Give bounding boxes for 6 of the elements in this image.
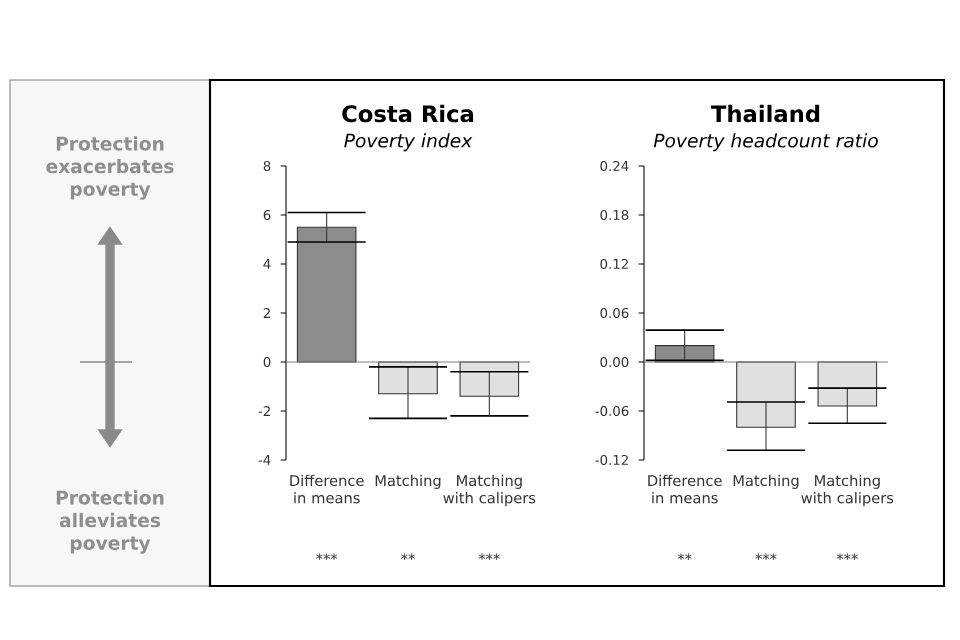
text: Protection alleviates poverty bbox=[56, 490, 164, 554]
chart-subtitle: Poverty index bbox=[344, 133, 473, 152]
chart-title: Costa Rica bbox=[342, 104, 474, 123]
chart-title: Thailand bbox=[711, 104, 820, 123]
text: Protection exacerbates poverty bbox=[46, 136, 174, 200]
chart-subtitle: Poverty headcount ratio bbox=[653, 133, 878, 152]
